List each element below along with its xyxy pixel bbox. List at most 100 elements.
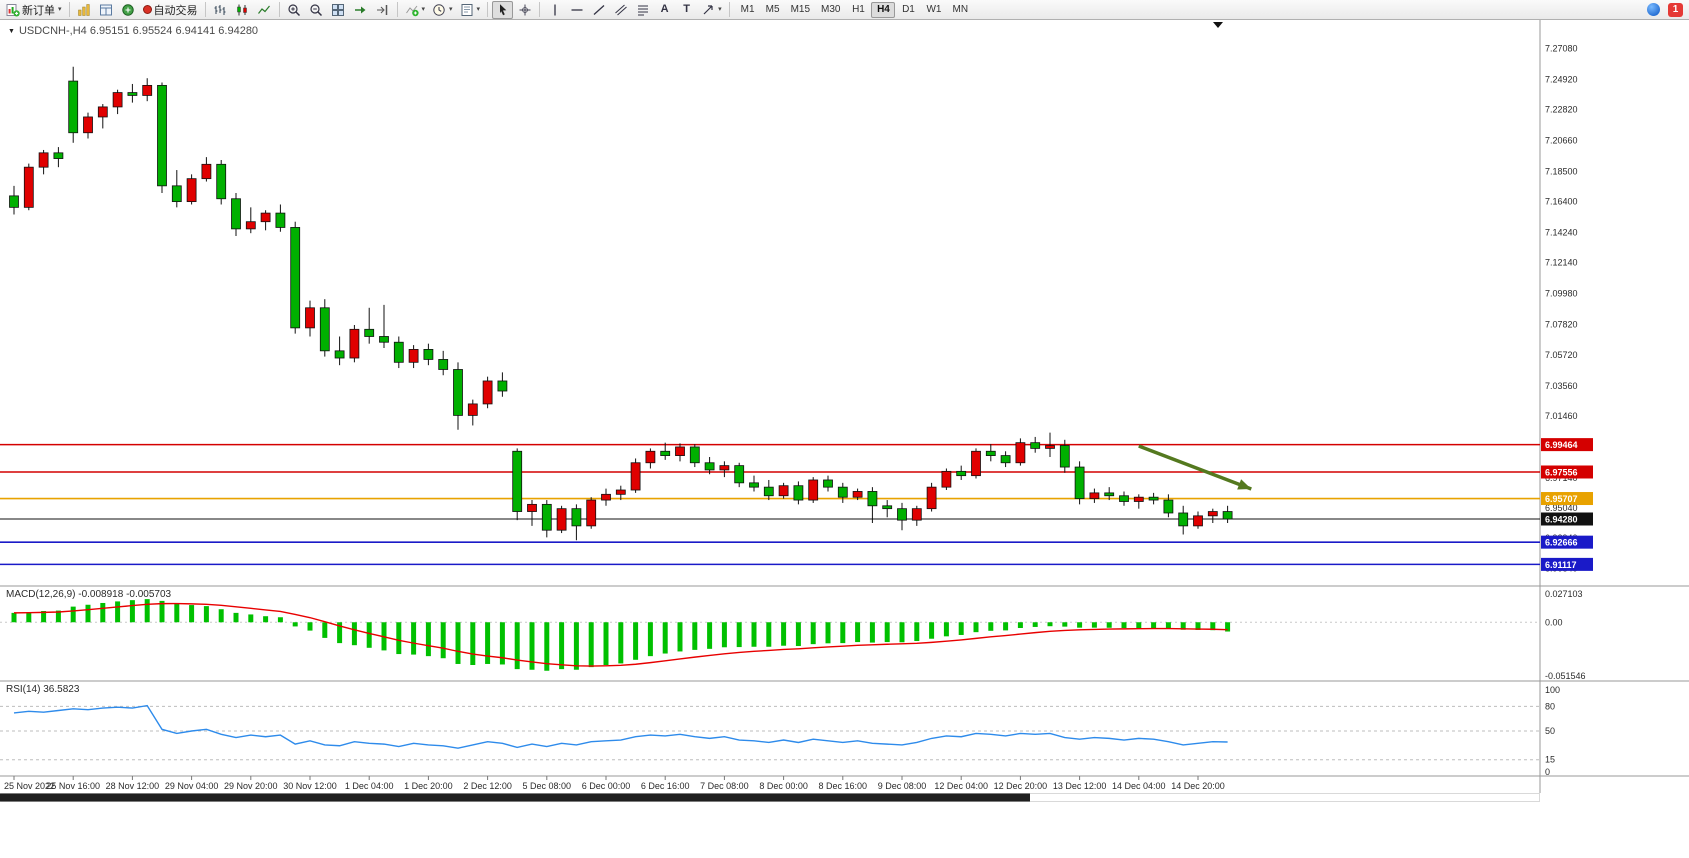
periods-button[interactable]: ▾ [429, 1, 456, 19]
symbol-marker-icon: ▼ [8, 27, 15, 35]
svg-text:29 Nov 04:00: 29 Nov 04:00 [165, 781, 219, 791]
bar-chart-button[interactable] [210, 1, 231, 19]
label-tool-button[interactable]: T [676, 1, 697, 19]
rsi-axis[interactable]: 100 80 50 15 0 [1545, 685, 1560, 777]
trend-arrow-annotation[interactable] [1138, 444, 1252, 491]
svg-text:1 Dec 20:00: 1 Dec 20:00 [404, 781, 453, 791]
templates-button[interactable]: ▾ [457, 1, 484, 19]
vertical-line-button[interactable] [544, 1, 565, 19]
indicators-icon [405, 5, 419, 16]
svg-text:25 Nov 2022: 25 Nov 2022 [4, 781, 55, 791]
svg-text:2 Dec 12:00: 2 Dec 12:00 [463, 781, 512, 791]
svg-text:7.24920: 7.24920 [1545, 74, 1578, 84]
svg-text:6 Dec 16:00: 6 Dec 16:00 [641, 781, 690, 791]
timeframe-h1-button[interactable]: H1 [846, 2, 870, 18]
crosshair-button[interactable] [514, 1, 535, 19]
fibonacci-button[interactable] [632, 1, 653, 19]
svg-text:12 Dec 04:00: 12 Dec 04:00 [934, 781, 988, 791]
toolbar-separator [278, 2, 280, 17]
timeframe-m30-button[interactable]: M30 [816, 2, 845, 18]
svg-text:29 Nov 20:00: 29 Nov 20:00 [224, 781, 278, 791]
horizontal-line-button[interactable] [566, 1, 587, 19]
fibonacci-icon [637, 5, 648, 15]
svg-text:5 Dec 08:00: 5 Dec 08:00 [523, 781, 572, 791]
svg-text:13 Dec 12:00: 13 Dec 12:00 [1053, 781, 1107, 791]
timeframe-group: M1 M5 M15 M30 H1 H4 D1 W1 MN [736, 1, 973, 18]
trendline-button[interactable] [588, 1, 609, 19]
svg-text:7.07820: 7.07820 [1545, 320, 1578, 330]
navigator-button[interactable] [118, 1, 139, 19]
data-window-button[interactable] [96, 1, 117, 19]
zoom-out-button[interactable] [306, 1, 327, 19]
candlestick-chart-button[interactable] [232, 1, 253, 19]
svg-text:9 Dec 08:00: 9 Dec 08:00 [878, 781, 927, 791]
horizontal-lines[interactable] [0, 443, 1540, 566]
svg-text:15: 15 [1545, 755, 1555, 765]
timeframe-m5-button[interactable]: M5 [761, 2, 785, 18]
periods-caret-icon: ▾ [449, 6, 453, 13]
svg-text:7.09980: 7.09980 [1545, 289, 1578, 299]
svg-text:6.91117: 6.91117 [1545, 560, 1577, 570]
timeframe-m1-button[interactable]: M1 [736, 2, 760, 18]
text-tool-icon: A [660, 3, 669, 15]
notification-badge: 1 [1668, 2, 1683, 17]
community-icon [1647, 3, 1660, 16]
timeframe-m15-button[interactable]: M15 [786, 2, 815, 18]
community-button[interactable] [1643, 1, 1664, 19]
cursor-button[interactable] [492, 0, 514, 19]
tile-windows-button[interactable] [328, 1, 349, 19]
svg-text:8 Dec 16:00: 8 Dec 16:00 [819, 781, 868, 791]
macd-axis[interactable]: 0.027103 0.00 -0.051546 [1545, 589, 1586, 681]
arrows-tool-button[interactable]: ▾ [698, 1, 725, 19]
chart-end-marker-icon [1213, 22, 1223, 28]
timeframe-d1-button[interactable]: D1 [896, 2, 920, 18]
zoom-in-button[interactable] [284, 1, 305, 19]
chart-shift-icon [377, 4, 388, 15]
cursor-arrow-icon [499, 3, 506, 15]
timeframe-mn-button[interactable]: MN [947, 2, 973, 18]
macd-panel[interactable] [0, 599, 1540, 671]
arrows-tool-icon [703, 4, 713, 14]
templates-icon [461, 3, 473, 16]
rsi-panel[interactable] [0, 704, 1540, 761]
indicators-caret-icon: ▾ [421, 6, 426, 13]
svg-text:6.92666: 6.92666 [1545, 538, 1578, 548]
navigator-icon [122, 3, 134, 16]
toolbar-separator [396, 2, 398, 17]
macd-label: MACD(12,26,9) -0.008918 -0.005703 [6, 589, 172, 600]
auto-trading-button[interactable]: 自动交易 [140, 1, 201, 19]
new-order-icon [6, 3, 20, 16]
new-order-button[interactable]: 新订单 ▾ [3, 1, 65, 19]
timeframe-w1-button[interactable]: W1 [921, 2, 946, 18]
horizontal-scrollbar[interactable] [0, 793, 1540, 802]
chart-shift-button[interactable] [372, 1, 393, 19]
tile-windows-icon [332, 3, 345, 16]
crosshair-icon [519, 4, 531, 15]
svg-text:7.18500: 7.18500 [1545, 166, 1578, 176]
svg-text:7.01460: 7.01460 [1545, 411, 1578, 421]
timeframe-h4-button[interactable]: H4 [871, 1, 896, 18]
svg-text:25 Nov 16:00: 25 Nov 16:00 [46, 781, 100, 791]
channel-button[interactable] [610, 1, 631, 19]
svg-text:14 Dec 20:00: 14 Dec 20:00 [1171, 781, 1225, 791]
new-order-label: 新订单 [22, 4, 55, 17]
notifications-button[interactable]: 1 [1665, 1, 1686, 19]
auto-scroll-button[interactable] [350, 1, 371, 19]
line-chart-button[interactable] [254, 1, 275, 19]
svg-text:7.16400: 7.16400 [1545, 197, 1578, 207]
text-tool-button[interactable]: A [654, 1, 675, 19]
market-watch-button[interactable] [74, 1, 95, 19]
label-tool-icon: T [683, 3, 690, 15]
price-badges: 6.99464 6.97556 6.95707 6.94280 6.92666 6.911… [1213, 22, 1593, 571]
svg-text:6.95707: 6.95707 [1545, 494, 1578, 504]
panel-borders [0, 20, 1689, 793]
rsi-label: RSI(14) 36.5823 [6, 684, 80, 695]
indicators-button[interactable]: ▾ [402, 1, 429, 19]
auto-trading-label: 自动交易 [153, 4, 198, 17]
svg-text:0.027103: 0.027103 [1545, 589, 1583, 599]
line-chart-icon [258, 5, 270, 14]
main-toolbar: 新订单 ▾ 自动交易 [0, 0, 1689, 20]
